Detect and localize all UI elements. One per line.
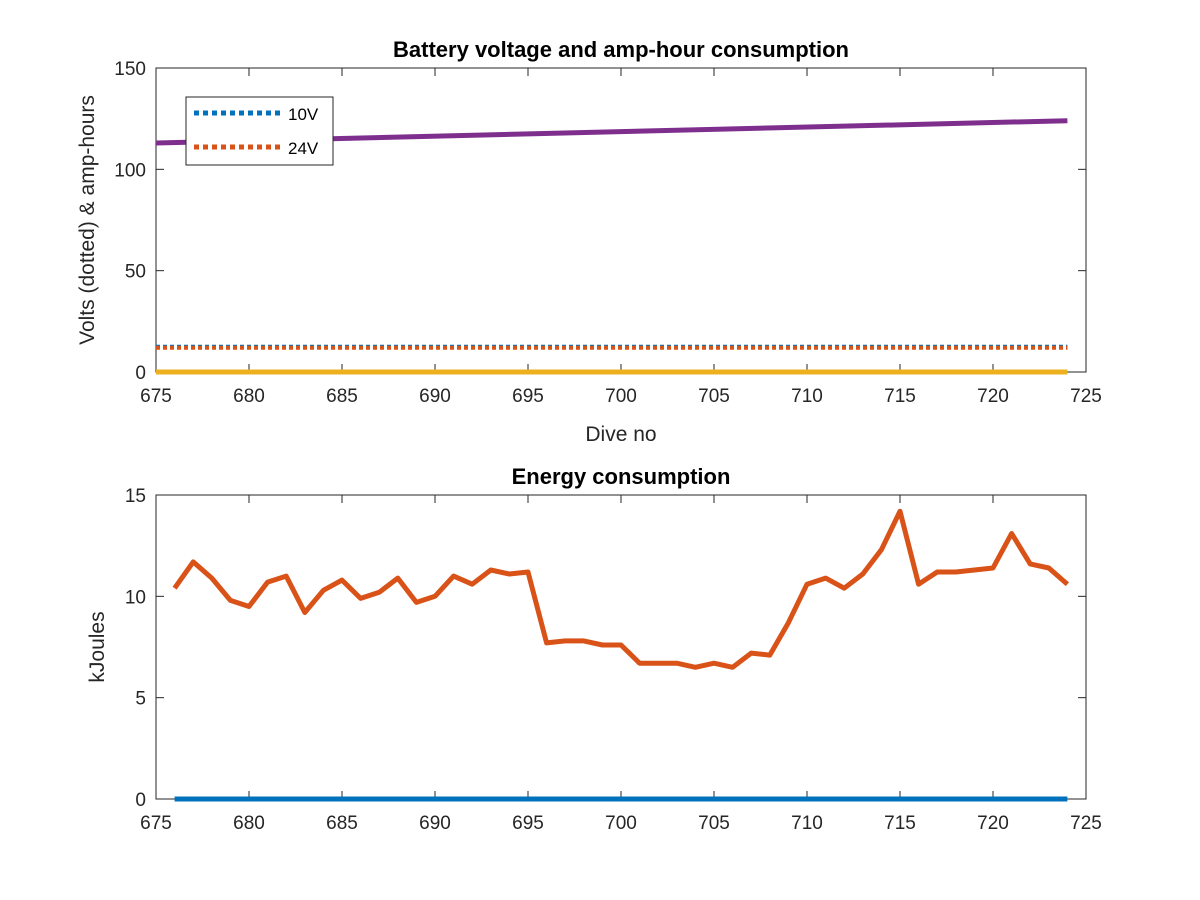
- x-tick-label: 680: [233, 386, 265, 407]
- legend-label-24v: 24V: [288, 139, 319, 158]
- x-tick-label: 695: [512, 813, 544, 834]
- legend-box: [185, 96, 334, 166]
- x-tick-label: 695: [512, 386, 544, 407]
- chart-title: Battery voltage and amp-hour consumption: [393, 37, 849, 62]
- series-group: [172, 508, 1070, 802]
- x-axis-label: Dive no: [585, 423, 656, 446]
- y-tick-label: 150: [114, 59, 146, 80]
- y-tick-label: 0: [135, 790, 146, 811]
- y-tick-label: 50: [125, 262, 146, 283]
- y-axis-label: Volts (dotted) & amp-hours: [76, 95, 99, 345]
- energy-axes: 675 680 685 690 695 700 705 710 715 720 725051015 …: [86, 464, 1102, 834]
- legend-label-10v: 10V: [288, 105, 319, 124]
- x-tick-label: 690: [419, 386, 451, 407]
- y-tick-label: 15: [125, 486, 146, 507]
- x-tick-label: 725: [1070, 813, 1102, 834]
- x-tick-label: 720: [977, 386, 1009, 407]
- axis-ticks: 675 680 685 690 695 700 705 710 715 720 725 0 5 10 15: [125, 486, 1102, 834]
- x-tick-label: 685: [326, 813, 358, 834]
- series-line-0: [172, 508, 1070, 670]
- x-tick-label: 675: [140, 813, 172, 834]
- x-tick-label: 725: [1070, 386, 1102, 407]
- x-tick-label: 705: [698, 386, 730, 407]
- x-tick-label: 710: [791, 386, 823, 407]
- x-tick-label: 705: [698, 813, 730, 834]
- x-tick-label: 690: [419, 813, 451, 834]
- legend: 10V 24V: [185, 96, 334, 166]
- x-tick-label: 715: [884, 386, 916, 407]
- y-axis-label: kJoules: [86, 611, 109, 682]
- y-tick-label: 10: [125, 587, 146, 608]
- chart-title: Energy consumption: [512, 464, 731, 489]
- x-tick-label: 700: [605, 813, 637, 834]
- voltage-amp-hour-axes: 675 680 685 690 695 700 705 710 715 720 725 0 50 100 1…: [76, 37, 1102, 446]
- x-tick-label: 715: [884, 813, 916, 834]
- x-tick-label: 685: [326, 386, 358, 407]
- x-tick-label: 720: [977, 813, 1009, 834]
- y-tick-label: 0: [135, 363, 146, 384]
- x-tick-label: 675: [140, 386, 172, 407]
- axis-ticks: 675 680 685 690 695 700 705 710 715 720 725 0 50 100 1…: [114, 59, 1102, 407]
- x-tick-label: 700: [605, 386, 637, 407]
- y-tick-label: 5: [135, 689, 146, 710]
- x-tick-label: 680: [233, 813, 265, 834]
- y-tick-label: 100: [114, 160, 146, 181]
- x-tick-label: 710: [791, 813, 823, 834]
